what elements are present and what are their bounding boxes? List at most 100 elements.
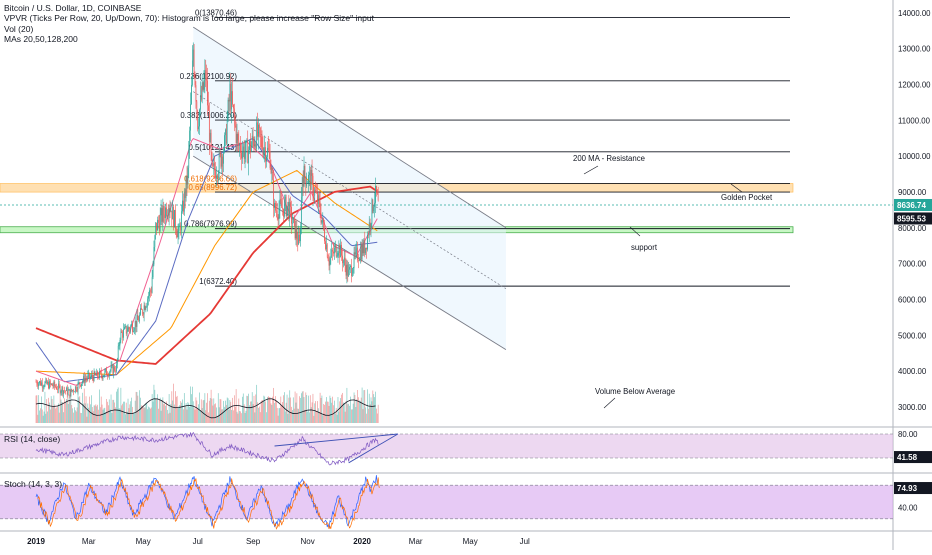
candle-body [40, 381, 41, 386]
candle-body [244, 151, 246, 159]
volume-bar [275, 400, 277, 423]
candle-body [128, 327, 130, 329]
candle-body [82, 381, 83, 384]
candle-body [216, 176, 217, 179]
volume-bar [328, 405, 330, 423]
volume-bar [374, 397, 375, 423]
candle-body [64, 390, 65, 392]
candle-body [164, 214, 165, 219]
volume-bar [121, 405, 123, 423]
candle-body [194, 74, 196, 86]
candle-body [234, 119, 236, 126]
volume-bar [139, 390, 140, 423]
volume-bar [228, 409, 230, 423]
candle-body [87, 374, 89, 379]
candle-body [238, 140, 240, 146]
volume-bar [103, 408, 105, 423]
volume-bar [345, 401, 347, 423]
volume-bar [216, 407, 217, 423]
volume-bar [362, 409, 364, 423]
volume-bar [100, 396, 102, 423]
volume-bar [286, 394, 288, 423]
volume-bar [375, 391, 376, 423]
volume-bar [274, 402, 275, 423]
volume-bar [84, 403, 86, 423]
volume-bar [339, 401, 341, 423]
volume-bar [238, 398, 240, 423]
volume-bar [73, 412, 74, 423]
candle-body [208, 105, 209, 111]
volume-bar [370, 397, 372, 423]
candle-body [141, 309, 143, 314]
candle-body [307, 183, 308, 184]
candle-body [185, 175, 187, 198]
volume-bar [359, 400, 360, 423]
volume-bar [102, 409, 104, 423]
volume-bar [260, 401, 262, 423]
candle-body [217, 173, 219, 179]
candle-body [338, 245, 340, 254]
volume-bar [225, 404, 227, 423]
volume-bar [316, 411, 317, 423]
candle-body [249, 141, 250, 151]
candle-body [280, 199, 282, 202]
candle-body [66, 387, 68, 395]
candle-body [266, 156, 267, 162]
candle-body [107, 374, 108, 376]
candle-body [301, 177, 303, 197]
volume-bar [355, 406, 357, 423]
candle-body [312, 175, 314, 196]
volume-bar [203, 399, 205, 423]
candle-body [51, 383, 53, 386]
candle-body [223, 151, 224, 164]
volume-bar [307, 411, 308, 423]
candle-body [276, 210, 278, 217]
volume-bar [360, 397, 362, 423]
candle-body [163, 205, 165, 215]
volume-bar [166, 401, 167, 423]
volume-bar [226, 397, 228, 423]
candle-body [336, 255, 338, 257]
candle-body [273, 179, 274, 208]
volume-bar [314, 403, 316, 423]
candle-body [49, 381, 51, 384]
volume-bar [244, 412, 246, 423]
candle-body [367, 235, 369, 236]
volume-bar [193, 407, 195, 423]
time-axis-tick: 2019 [27, 537, 45, 546]
candle-body [129, 328, 131, 330]
volume-bar [60, 399, 62, 423]
volume-bar [75, 411, 77, 423]
rsi-trendline [274, 433, 398, 447]
volume-bar [315, 401, 316, 423]
volume-bar [334, 400, 335, 423]
candle-body [227, 99, 229, 120]
stoch-d-line [37, 477, 380, 530]
candle-body [343, 257, 345, 261]
volume-bar [377, 404, 379, 423]
volume-bar [160, 410, 162, 423]
candle-body [133, 331, 134, 332]
candle-body [233, 108, 235, 120]
volume-bar [145, 403, 147, 423]
candle-body [207, 80, 208, 106]
candle-body [137, 315, 139, 321]
candle-body [148, 295, 149, 299]
candle-body [323, 218, 325, 229]
volume-bar [354, 394, 356, 423]
volume-bar [361, 387, 363, 423]
volume-bar [341, 394, 342, 423]
volume-bar [301, 391, 303, 423]
candle-body [150, 290, 151, 292]
stoch-band [0, 485, 893, 519]
rsi-title: RSI (14, close) [4, 434, 61, 444]
candle-body [355, 248, 357, 255]
volume-bar [169, 412, 171, 423]
candle-body [102, 376, 104, 379]
volume-bar [120, 387, 122, 423]
volume-bar [331, 402, 333, 423]
volume-bar [156, 399, 157, 423]
candle-body [228, 99, 230, 102]
candle-body [229, 83, 231, 102]
volume-bar [133, 412, 134, 423]
